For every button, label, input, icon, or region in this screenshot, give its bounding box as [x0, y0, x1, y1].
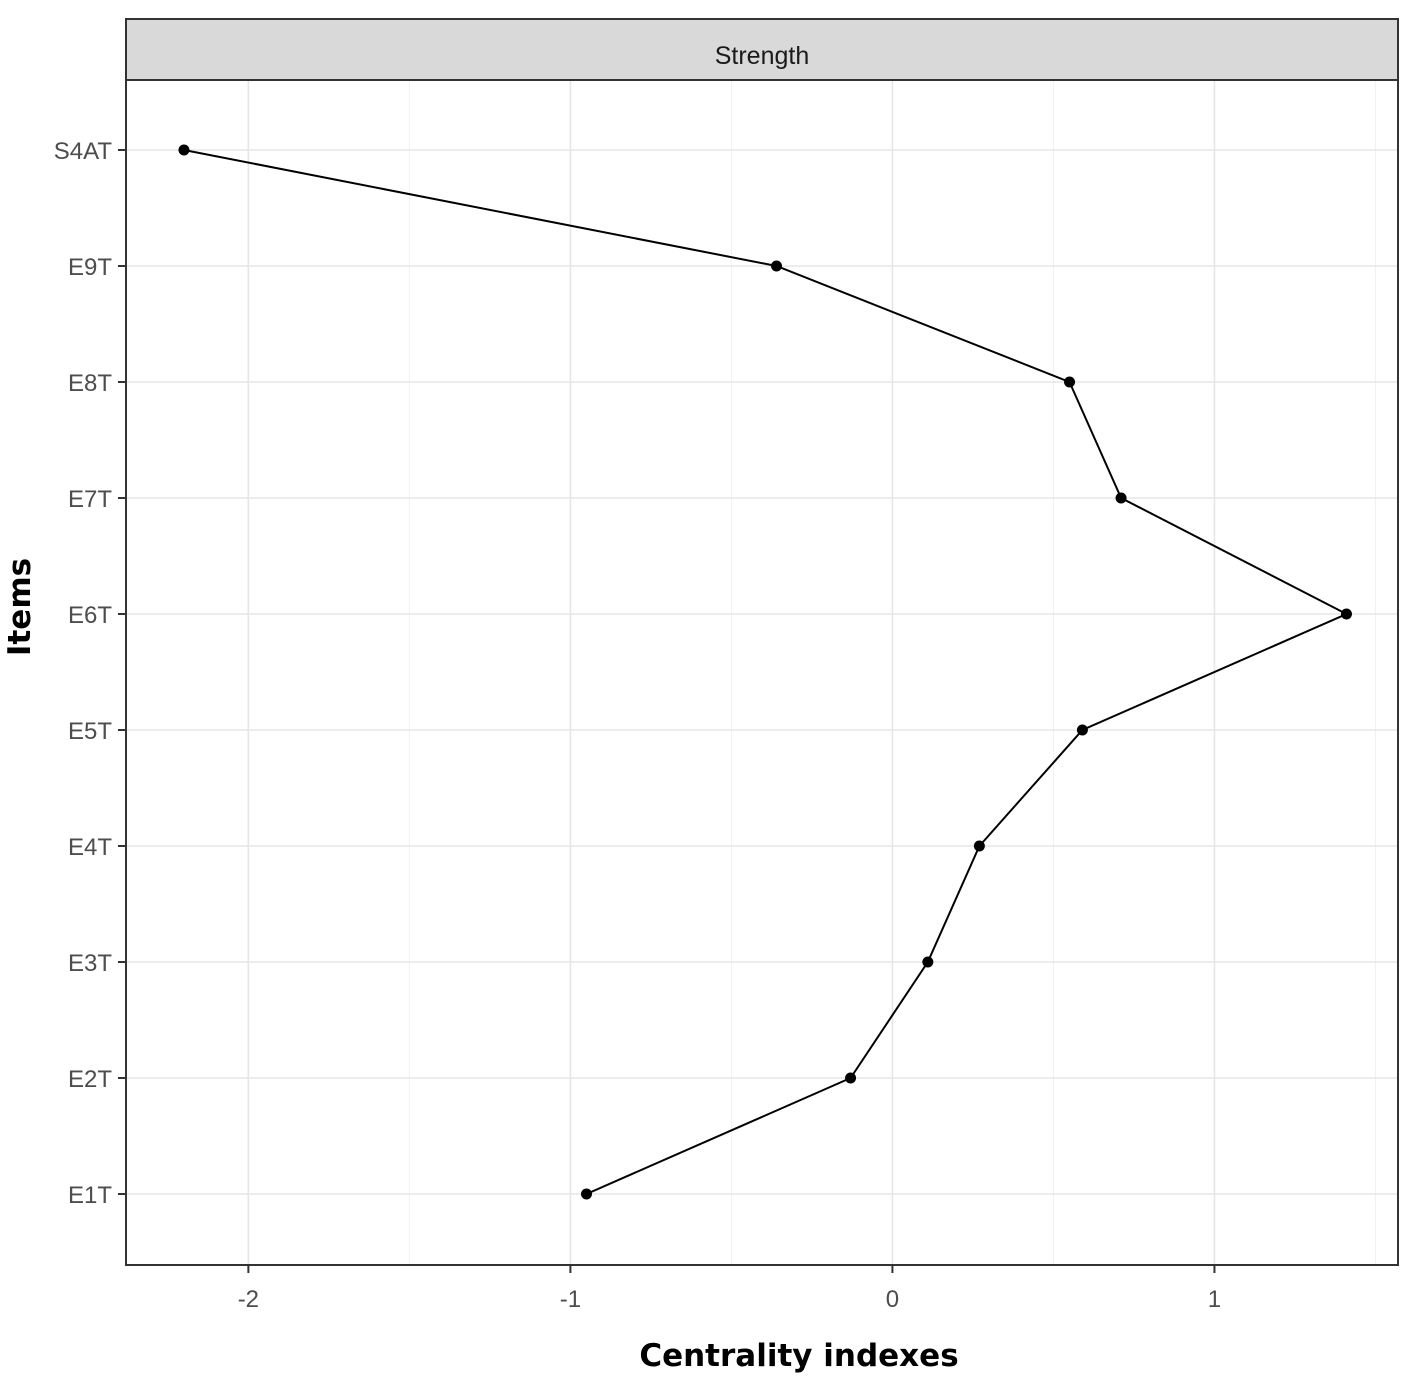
x-tick-label: -2 [238, 1286, 259, 1313]
panel-border [125, 79, 1399, 1266]
x-tick-label: 1 [1208, 1286, 1221, 1313]
y-tick-label: E6T [68, 602, 112, 629]
y-tick-label: S4AT [54, 138, 113, 165]
y-tick-label: E5T [68, 718, 112, 745]
data-point-e9t [770, 260, 782, 272]
facet-title: Strength [715, 42, 810, 70]
x-tick-label: -1 [560, 1286, 581, 1313]
y-tick-label: E9T [68, 254, 112, 281]
strength-series-line [183, 149, 1349, 1195]
x-axis-title: Centrality indexes [639, 1338, 958, 1374]
data-point-e1t [580, 1188, 592, 1200]
y-tick-label: E3T [68, 950, 112, 977]
data-point-e6t [1340, 608, 1352, 620]
x-tick-label: 0 [886, 1286, 899, 1313]
data-point-e3t [922, 956, 934, 968]
y-tick-label: E1T [68, 1182, 112, 1209]
y-axis-title: Items [2, 558, 38, 656]
y-tick-label: E7T [68, 486, 112, 513]
data-point-e4t [973, 840, 985, 852]
y-tick-label: E8T [68, 370, 112, 397]
grid-layer [126, 80, 1398, 1265]
facet-strip [125, 18, 1399, 81]
y-tick-label: E4T [68, 834, 112, 861]
series-layer [178, 144, 1352, 1200]
data-point-e5t [1076, 724, 1088, 736]
data-point-e2t [845, 1072, 857, 1084]
data-point-e7t [1115, 492, 1127, 504]
data-point-s4at [178, 144, 190, 156]
axis-layer: -2 -1 0 1 E1T E2T E3T E4T E5T E6T E7T E8T E9T S4AT [54, 138, 1221, 1313]
data-point-e8t [1064, 376, 1076, 388]
y-tick-label: E2T [68, 1066, 112, 1093]
